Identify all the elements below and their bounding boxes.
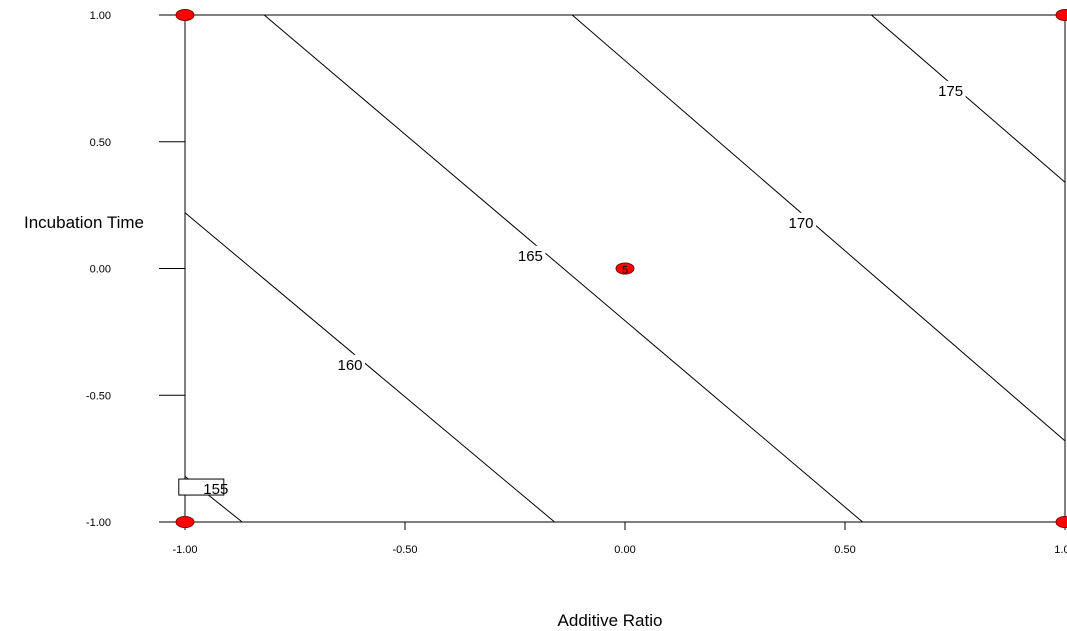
contour-line-165	[263, 14, 863, 523]
center-point-count: 5	[622, 265, 628, 277]
contour-label-bg-160	[335, 354, 365, 372]
contour-label-170: 170	[788, 215, 813, 232]
design-point-3	[1055, 516, 1067, 528]
contour-line-175	[871, 14, 1066, 183]
x-tick-label-1: -0.50	[392, 544, 417, 556]
contour-line-160	[184, 212, 555, 523]
design-point-4	[615, 262, 635, 275]
x-axis-title: Additive Ratio	[558, 611, 663, 630]
y-tick-label-3: 0.50	[90, 137, 111, 149]
contour-lines	[184, 14, 1066, 523]
contour-label-bg-165	[515, 245, 546, 263]
x-tick-label-0: -1.00	[172, 544, 197, 556]
y-tick-label-4: 1.00	[90, 10, 111, 22]
design-point-1	[1055, 9, 1067, 21]
contour-label-160: 160	[337, 357, 362, 374]
contour-line-170	[571, 14, 1066, 442]
contour-label-bg-170	[786, 212, 816, 230]
x-tick-label-4: 1.00	[1054, 544, 1067, 556]
y-tick-label-0: -1.00	[86, 517, 111, 529]
contour-label-165: 165	[518, 248, 543, 265]
contour-label-bg-175	[935, 81, 966, 99]
contour-label-155: 155	[203, 481, 228, 498]
y-tick-label-1: -0.50	[86, 390, 111, 402]
design-point-0	[175, 9, 195, 21]
x-tick-label-3: 0.50	[834, 544, 855, 556]
design-point-2	[175, 516, 195, 528]
contour-label-175: 175	[938, 83, 963, 100]
y-tick-label-2: 0.00	[90, 264, 111, 276]
contour-label-box-155	[178, 478, 225, 496]
y-axis: -1.00 -0.50 0.00 0.50 1.00	[86, 10, 185, 529]
x-tick-label-2: 0.00	[614, 544, 635, 556]
x-axis: -1.00 -0.50 0.00 0.50 1.00	[172, 522, 1067, 556]
design-points: 5	[175, 9, 1067, 528]
contour-labels: 155 160 165 170 175	[178, 81, 966, 498]
y-axis-title: Incubation Time	[24, 213, 144, 232]
